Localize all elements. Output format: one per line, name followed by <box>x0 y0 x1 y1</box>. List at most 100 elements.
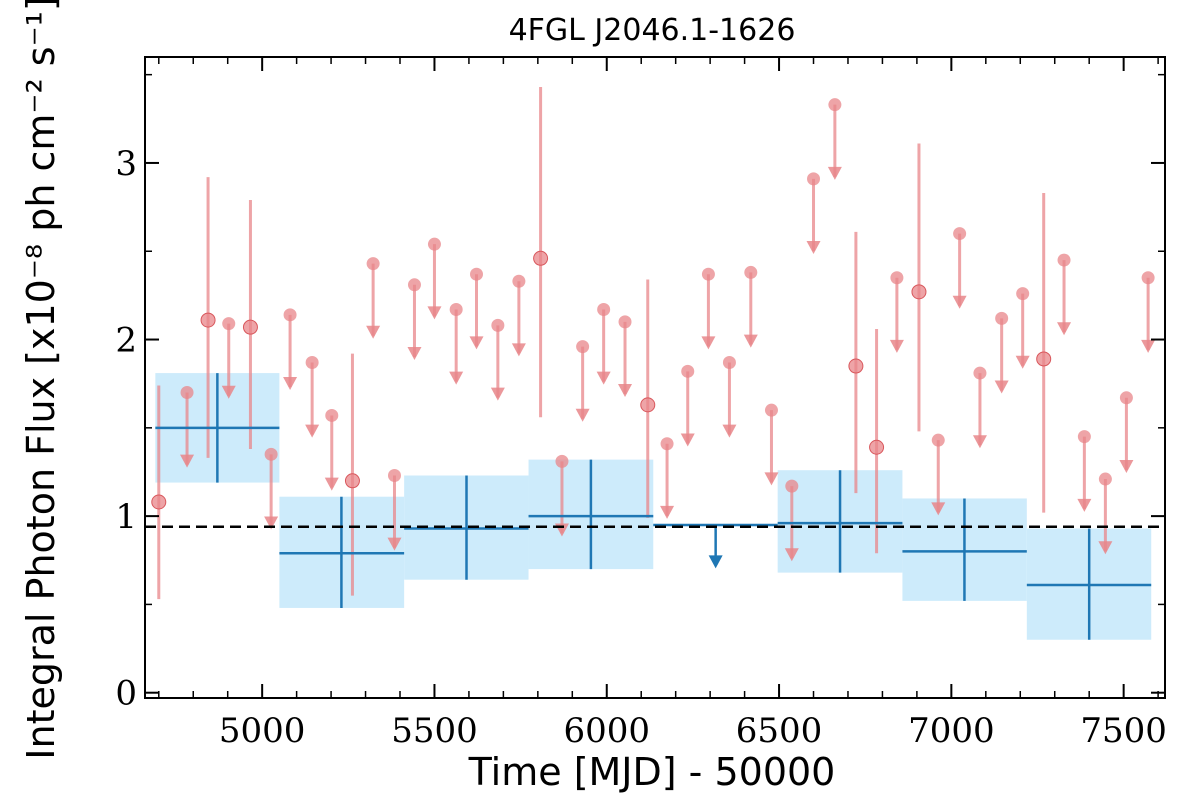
monthly-upper-limit-point <box>973 366 987 380</box>
x-tick-label: 7000 <box>908 711 995 751</box>
monthly-upper-limit-arrow <box>366 325 381 339</box>
monthly-upper-limit-point <box>681 364 695 378</box>
monthly-upper-limit-point <box>722 355 736 369</box>
monthly-upper-limit-point <box>995 311 1009 325</box>
monthly-upper-limit-arrow <box>1015 355 1030 369</box>
monthly-flux-point <box>200 312 216 328</box>
monthly-upper-limit-point <box>325 408 339 422</box>
monthly-upper-limit-point <box>1077 430 1091 444</box>
monthly-upper-limit-arrow <box>575 408 590 422</box>
monthly-upper-limit-arrow <box>680 433 695 447</box>
monthly-upper-limit-arrow <box>427 306 442 320</box>
monthly-upper-limit-arrow <box>180 454 195 468</box>
monthly-flux-point <box>344 473 360 489</box>
y-tick-label: 0 <box>115 674 137 714</box>
y-axis-label: Integral Photon Flux [x10⁻⁸ ph cm⁻² s⁻¹] <box>19 0 63 760</box>
chart-title: 4FGL J2046.1-1626 <box>509 13 796 48</box>
monthly-upper-limit-point <box>264 447 278 461</box>
y-tick-label: 1 <box>115 497 137 537</box>
monthly-upper-limit-arrow <box>806 241 821 255</box>
monthly-upper-limit-arrow <box>1141 339 1156 353</box>
monthly-upper-limit-point <box>1098 472 1112 486</box>
monthly-upper-limit-point <box>1141 271 1155 285</box>
monthly-upper-limit-arrow <box>722 424 737 438</box>
monthly-upper-limit-point <box>764 403 778 417</box>
monthly-upper-limit-arrow <box>743 334 758 348</box>
monthly-upper-limit-point <box>744 265 758 279</box>
monthly-upper-limit-point <box>222 317 236 331</box>
monthly-upper-limit-arrow <box>1098 541 1113 555</box>
monthly-upper-limit-point <box>427 237 441 251</box>
monthly-upper-limit-point <box>931 433 945 447</box>
monthly-upper-limit-point <box>407 278 421 292</box>
monthly-flux-point <box>151 494 167 510</box>
monthly-upper-limit-point <box>512 274 526 288</box>
monthly-flux-point <box>911 284 927 300</box>
monthly-upper-limit-arrow <box>449 371 464 385</box>
monthly-upper-limit-point <box>576 340 590 354</box>
monthly-flux-point <box>848 358 864 374</box>
monthly-upper-limit-arrow <box>972 435 987 449</box>
monthly-upper-limit-arrow <box>764 472 779 486</box>
monthly-upper-limit-point <box>660 437 674 451</box>
monthly-upper-limit-point <box>283 308 297 322</box>
monthly-flux-series <box>151 87 1156 600</box>
monthly-upper-limit-point <box>366 257 380 271</box>
monthly-upper-limit-point <box>597 303 611 317</box>
monthly-upper-limit-point <box>491 318 505 332</box>
monthly-upper-limit-arrow <box>784 548 799 562</box>
monthly-upper-limit-point <box>807 172 821 186</box>
monthly-upper-limit-arrow <box>1057 322 1072 336</box>
monthly-upper-limit-point <box>470 267 483 281</box>
monthly-upper-limit-arrow <box>469 336 484 350</box>
monthly-upper-limit-point <box>1016 287 1030 301</box>
monthly-upper-limit-arrow <box>618 384 633 398</box>
monthly-upper-limit-arrow <box>660 505 675 519</box>
monthly-upper-limit-arrow <box>283 376 298 390</box>
x-tick-label: 6500 <box>736 711 823 751</box>
plot-axes: 5000 5500 6000 6500 7000 7500 0 1 2 3 <box>115 56 1167 751</box>
monthly-upper-limit-point <box>828 98 842 112</box>
monthly-upper-limit-point <box>785 479 799 493</box>
plot-frame <box>144 56 1166 699</box>
x-tick-label: 7500 <box>1080 711 1167 751</box>
monthly-flux-point <box>533 250 549 266</box>
y-tick-label: 2 <box>115 321 137 361</box>
monthly-upper-limit-arrow <box>889 339 904 353</box>
binned-flux-series <box>155 373 1152 640</box>
monthly-flux-point <box>1036 351 1052 367</box>
monthly-upper-limit-arrow <box>931 502 946 516</box>
x-tick-label: 6000 <box>563 711 650 751</box>
binned-uncertainty-bands <box>155 373 1152 640</box>
monthly-flux-point <box>242 319 258 335</box>
monthly-flux-point <box>640 397 656 413</box>
monthly-upper-limit-arrow <box>952 295 967 309</box>
x-tick-label: 5500 <box>391 711 478 751</box>
monthly-upper-limit-point <box>305 355 319 369</box>
monthly-flux-point <box>869 439 885 455</box>
monthly-upper-limit-arrow <box>1119 459 1134 473</box>
monthly-upper-limit-arrow <box>221 385 236 399</box>
monthly-upper-limit-point <box>890 271 904 285</box>
monthly-upper-limit-point <box>180 386 194 400</box>
monthly-upper-limit-arrow <box>324 477 339 491</box>
monthly-upper-limit-arrow <box>407 346 422 360</box>
monthly-upper-limit-arrow <box>994 380 1009 394</box>
monthly-upper-limit-point <box>701 267 715 281</box>
monthly-upper-limit-arrow <box>305 424 320 438</box>
monthly-upper-limit-point <box>555 454 569 468</box>
monthly-upper-limit-point <box>1119 391 1133 405</box>
monthly-upper-limit-arrow <box>827 166 842 180</box>
monthly-upper-limit-arrow <box>596 371 611 385</box>
monthly-upper-limit-point <box>953 227 967 241</box>
x-tick-label: 5000 <box>219 711 306 751</box>
monthly-upper-limit-arrow <box>511 343 526 357</box>
monthly-upper-limit-point <box>387 469 401 483</box>
binned-upper-limit-arrow <box>708 555 723 569</box>
monthly-upper-limit-arrow <box>490 387 505 401</box>
monthly-upper-limit-point <box>449 303 463 317</box>
monthly-upper-limit-arrow <box>387 537 402 551</box>
monthly-upper-limit-arrow <box>1077 498 1092 512</box>
x-axis-label: Time [MJD] - 50000 <box>468 750 836 794</box>
